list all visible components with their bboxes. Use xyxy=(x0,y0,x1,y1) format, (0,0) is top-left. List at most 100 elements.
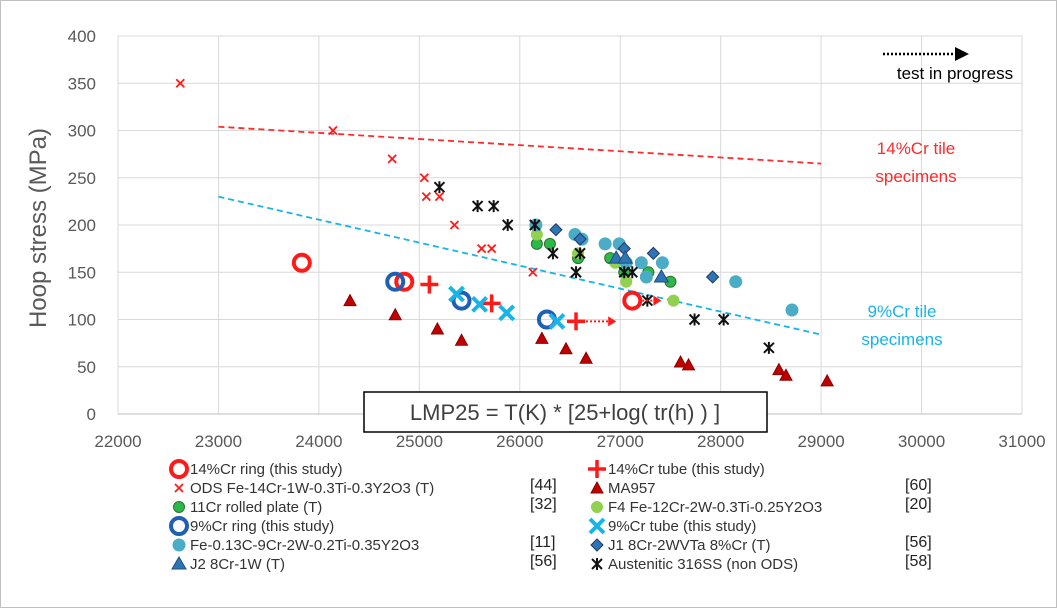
y-tick-label: 50 xyxy=(77,358,96,377)
legend-label: F4 Fe-12Cr-2W-0.3Ti-0.25Y2O3 xyxy=(608,499,822,516)
legend-item: 9%Cr tube (this study) xyxy=(588,517,756,535)
data-point xyxy=(620,275,633,288)
data-point xyxy=(528,267,538,277)
data-point xyxy=(688,313,701,326)
progress-arrowhead xyxy=(608,316,617,327)
data-point xyxy=(548,312,566,330)
legend-marker xyxy=(590,538,604,552)
data-point xyxy=(653,268,670,283)
data-point xyxy=(639,270,653,284)
legend-item: Fe-0.13C-9Cr-2W-0.2Ti-0.35Y2O3 [11] xyxy=(172,534,556,554)
legend-label: ODS Fe-14Cr-1W-0.3Ti-0.3Y2O3 (T) xyxy=(190,480,434,497)
y-tick-label: 150 xyxy=(68,263,96,282)
progress-label: test in progress xyxy=(897,64,1013,83)
legend-ref: [60] xyxy=(905,477,932,494)
data-points xyxy=(175,78,834,387)
trend-label: specimens xyxy=(875,167,956,186)
trend-label: 9%Cr tile xyxy=(868,302,937,321)
data-point xyxy=(420,275,439,294)
legend: 14%Cr ring (this study) 14%Cr tube (this … xyxy=(169,459,932,573)
legend-item: 11Cr rolled plate (T) [32] xyxy=(173,496,557,516)
data-point xyxy=(579,351,593,364)
legend-label: 9%Cr tube (this study) xyxy=(608,518,756,535)
data-point xyxy=(385,271,406,292)
legend-marker xyxy=(169,516,189,536)
x-tick-label: 23000 xyxy=(195,432,242,451)
legend-label: 14%Cr tube (this study) xyxy=(608,461,765,478)
data-point xyxy=(717,313,730,326)
y-axis-label: Hoop stress (MPa) xyxy=(25,128,52,328)
x-tick-label: 29000 xyxy=(797,432,844,451)
legend-item: F4 Fe-12Cr-2W-0.3Ti-0.25Y2O3 [20] xyxy=(591,496,932,516)
legend-item: ODS Fe-14Cr-1W-0.3Ti-0.3Y2O3 (T) [44] xyxy=(174,477,557,497)
data-point xyxy=(388,307,403,321)
data-point xyxy=(449,220,460,230)
legend-label: Austenitic 316SS (non ODS) xyxy=(608,556,798,573)
y-tick-label: 300 xyxy=(68,122,96,141)
equation-box xyxy=(363,391,768,433)
data-point xyxy=(617,250,634,264)
legend-marker xyxy=(590,480,604,494)
data-point xyxy=(471,295,489,313)
data-point xyxy=(634,256,648,270)
legend-ref: [56] xyxy=(905,534,932,551)
data-point xyxy=(559,341,573,355)
data-point xyxy=(529,219,541,231)
data-point xyxy=(419,173,429,183)
legend-marker xyxy=(588,517,606,535)
data-point xyxy=(502,219,514,231)
legend-ref: [32] xyxy=(530,496,557,513)
y-tick-label: 400 xyxy=(68,27,96,46)
legend-ref: [44] xyxy=(530,477,557,494)
legend-ref: [20] xyxy=(905,496,932,513)
data-point xyxy=(681,357,696,371)
data-point xyxy=(598,237,612,251)
x-tick-label: 31000 xyxy=(998,432,1045,451)
data-point xyxy=(291,252,312,273)
legend-marker xyxy=(591,558,603,570)
trend-line xyxy=(218,125,822,165)
x-tick-label: 25000 xyxy=(396,432,443,451)
trend-label: 14%Cr tile xyxy=(877,139,955,158)
grid-lines xyxy=(117,35,1023,415)
data-point xyxy=(487,243,497,254)
legend-marker xyxy=(171,556,187,570)
equation-text: LMP25 = T(K) * [25+log( tr(h) ) ] xyxy=(410,400,720,425)
data-point xyxy=(573,232,587,246)
legend-item: 9%Cr ring (this study) xyxy=(169,516,334,536)
x-tick-label: 22000 xyxy=(94,432,141,451)
data-point xyxy=(482,294,501,313)
legend-marker xyxy=(173,501,185,513)
x-tick-label: 26000 xyxy=(496,432,543,451)
data-point xyxy=(487,200,500,213)
legend-ref: [56] xyxy=(530,553,557,570)
data-point xyxy=(328,125,338,136)
y-tick-label: 350 xyxy=(68,74,96,93)
y-tick-label: 100 xyxy=(68,311,96,330)
data-point xyxy=(646,246,661,261)
legend-label: MA957 xyxy=(608,480,656,497)
legend-ref: [58] xyxy=(905,553,932,570)
annotations: 14%Cr tile specimens 9%Cr tile specimens tes… xyxy=(363,47,1013,433)
data-point xyxy=(421,192,432,202)
legend-item: Austenitic 316SS (non ODS) [58] xyxy=(591,553,932,573)
data-point xyxy=(673,354,688,368)
data-point xyxy=(779,368,793,381)
legend-label: Fe-0.13C-9Cr-2W-0.2Ti-0.35Y2O3 xyxy=(190,537,419,554)
data-point xyxy=(387,154,397,164)
data-point xyxy=(448,285,465,303)
legend-marker xyxy=(591,501,603,513)
x-tick-label: 28000 xyxy=(697,432,744,451)
data-point xyxy=(570,266,582,279)
legend-marker xyxy=(174,483,184,493)
legend-item: J2 8Cr-1W (T) [56] xyxy=(171,553,557,573)
data-point xyxy=(820,373,834,387)
legend-label: J1 8Cr-2WVTa 8%Cr (T) xyxy=(608,537,771,554)
data-point xyxy=(394,271,415,292)
y-tick-label: 0 xyxy=(87,405,96,424)
data-point xyxy=(433,181,446,194)
legend-item: MA957 [60] xyxy=(590,477,932,497)
data-point xyxy=(454,333,469,346)
data-point xyxy=(535,331,549,344)
legend-label: 11Cr rolled plate (T) xyxy=(190,499,322,516)
